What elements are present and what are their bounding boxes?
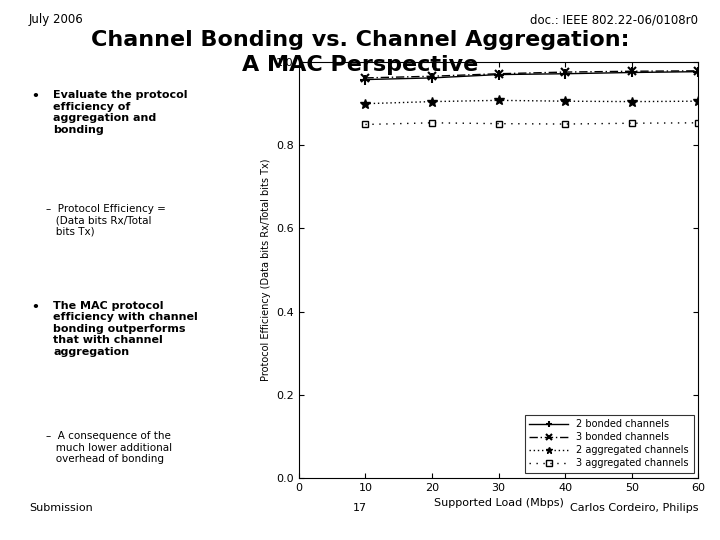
Y-axis label: Protocol Efficiency (Data bits Rx/Total bits Tx): Protocol Efficiency (Data bits Rx/Total … [261, 159, 271, 381]
Text: –  Protocol Efficiency =
   (Data bits Rx/Total
   bits Tx): – Protocol Efficiency = (Data bits Rx/To… [46, 204, 166, 237]
Text: July 2006: July 2006 [29, 14, 84, 26]
Text: A MAC Perspective: A MAC Perspective [242, 55, 478, 75]
Text: Carlos Cordeiro, Philips: Carlos Cordeiro, Philips [570, 503, 698, 514]
Legend: 2 bonded channels, 3 bonded channels, 2 aggregated channels, 3 aggregated channe: 2 bonded channels, 3 bonded channels, 2 … [525, 415, 693, 473]
Text: Channel Bonding vs. Channel Aggregation:: Channel Bonding vs. Channel Aggregation: [91, 30, 629, 50]
Text: •: • [32, 90, 40, 103]
Text: Evaluate the protocol
efficiency of
aggregation and
bonding: Evaluate the protocol efficiency of aggr… [53, 90, 188, 135]
Text: 17: 17 [353, 503, 367, 514]
X-axis label: Supported Load (Mbps): Supported Load (Mbps) [433, 498, 564, 508]
Text: –  A consequence of the
   much lower additional
   overhead of bonding: – A consequence of the much lower additi… [46, 431, 172, 464]
Text: •: • [32, 301, 40, 314]
Text: The MAC protocol
efficiency with channel
bonding outperforms
that with channel
a: The MAC protocol efficiency with channel… [53, 301, 198, 357]
Text: doc.: IEEE 802.22-06/0108r0: doc.: IEEE 802.22-06/0108r0 [531, 14, 698, 26]
Text: Submission: Submission [29, 503, 93, 514]
